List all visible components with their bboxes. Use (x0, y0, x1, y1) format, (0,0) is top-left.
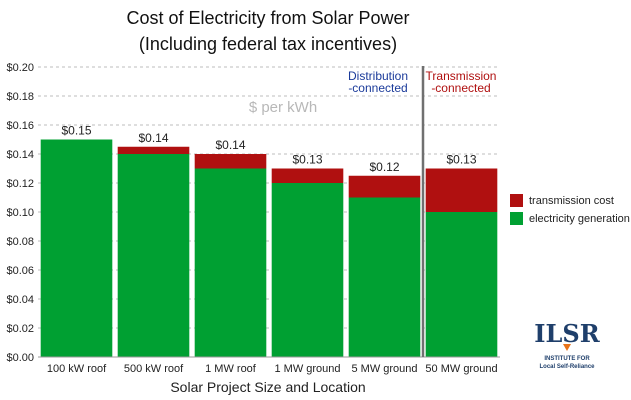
x-tick-label: 1 MW ground (274, 363, 340, 375)
data-labels: $0.15 $0.14 $0.14 $0.13 $0.12 $0.13 (61, 124, 476, 174)
data-label: $0.14 (215, 138, 245, 152)
bar-generation (40, 139, 113, 357)
data-label: $0.13 (292, 153, 322, 167)
data-label: $0.12 (369, 160, 399, 174)
bar-transmission (348, 175, 421, 198)
bar-transmission (425, 168, 498, 212)
legend: transmission cost electricity generation (510, 194, 630, 225)
x-tick-label: 100 kW roof (47, 363, 107, 375)
data-label: $0.15 (61, 124, 91, 138)
data-label: $0.13 (446, 153, 476, 167)
legend-swatch-generation (510, 212, 523, 225)
bar-transmission (271, 168, 344, 183)
x-tick-label: 50 MW ground (425, 363, 497, 375)
y-axis-ticks: $0.00 $0.02 $0.04 $0.06 $0.08 $0.10 $0.12 $0.14… (6, 62, 34, 364)
x-axis-ticks: 100 kW roof 500 kW roof 1 MW roof 1 MW grou… (47, 363, 498, 375)
chart-subtitle: (Including federal tax incentives) (139, 34, 397, 54)
legend-label-generation: electricity generation (529, 213, 630, 225)
legend-swatch-transmission (510, 194, 523, 207)
units-label: $ per kWh (249, 99, 317, 116)
legend-label-transmission: transmission cost (529, 195, 614, 207)
bar-generation (117, 154, 190, 357)
ilsr-logo: ILSR INSTITUTE FOR Local Self-Reliance (534, 319, 600, 370)
transmission-label-1: Transmission (426, 69, 497, 83)
x-axis-title: Solar Project Size and Location (170, 379, 365, 395)
y-tick-label: $0.02 (6, 323, 34, 335)
chart-title: Cost of Electricity from Solar Power (126, 8, 409, 28)
y-tick-label: $0.16 (6, 120, 34, 132)
y-tick-label: $0.12 (6, 178, 34, 190)
y-tick-label: $0.06 (6, 265, 34, 277)
bar-transmission (194, 154, 267, 169)
logo-mark: ILSR (534, 319, 600, 348)
bars (40, 139, 498, 357)
y-tick-label: $0.08 (6, 236, 34, 248)
y-tick-label: $0.14 (6, 149, 34, 161)
transmission-label-2: -connected (431, 81, 490, 95)
bar-generation (348, 197, 421, 357)
logo-line-2: Local Self-Reliance (539, 364, 595, 370)
y-tick-label: $0.04 (6, 294, 34, 306)
bar-generation (271, 183, 344, 357)
bar-generation (194, 168, 267, 357)
x-tick-label: 5 MW ground (351, 363, 417, 375)
y-tick-label: $0.20 (6, 62, 34, 74)
y-tick-label: $0.00 (6, 352, 34, 364)
x-tick-label: 500 kW roof (124, 363, 184, 375)
distribution-label-1: Distribution (348, 69, 408, 83)
x-tick-label: 1 MW roof (205, 363, 257, 375)
logo-triangle-icon (563, 344, 571, 351)
distribution-label-2: -connected (348, 81, 407, 95)
bar-generation (425, 212, 498, 357)
y-tick-label: $0.10 (6, 207, 34, 219)
bar-transmission (117, 146, 190, 154)
logo-line-1: INSTITUTE FOR (544, 356, 590, 362)
y-tick-label: $0.18 (6, 91, 34, 103)
data-label: $0.14 (138, 131, 168, 145)
